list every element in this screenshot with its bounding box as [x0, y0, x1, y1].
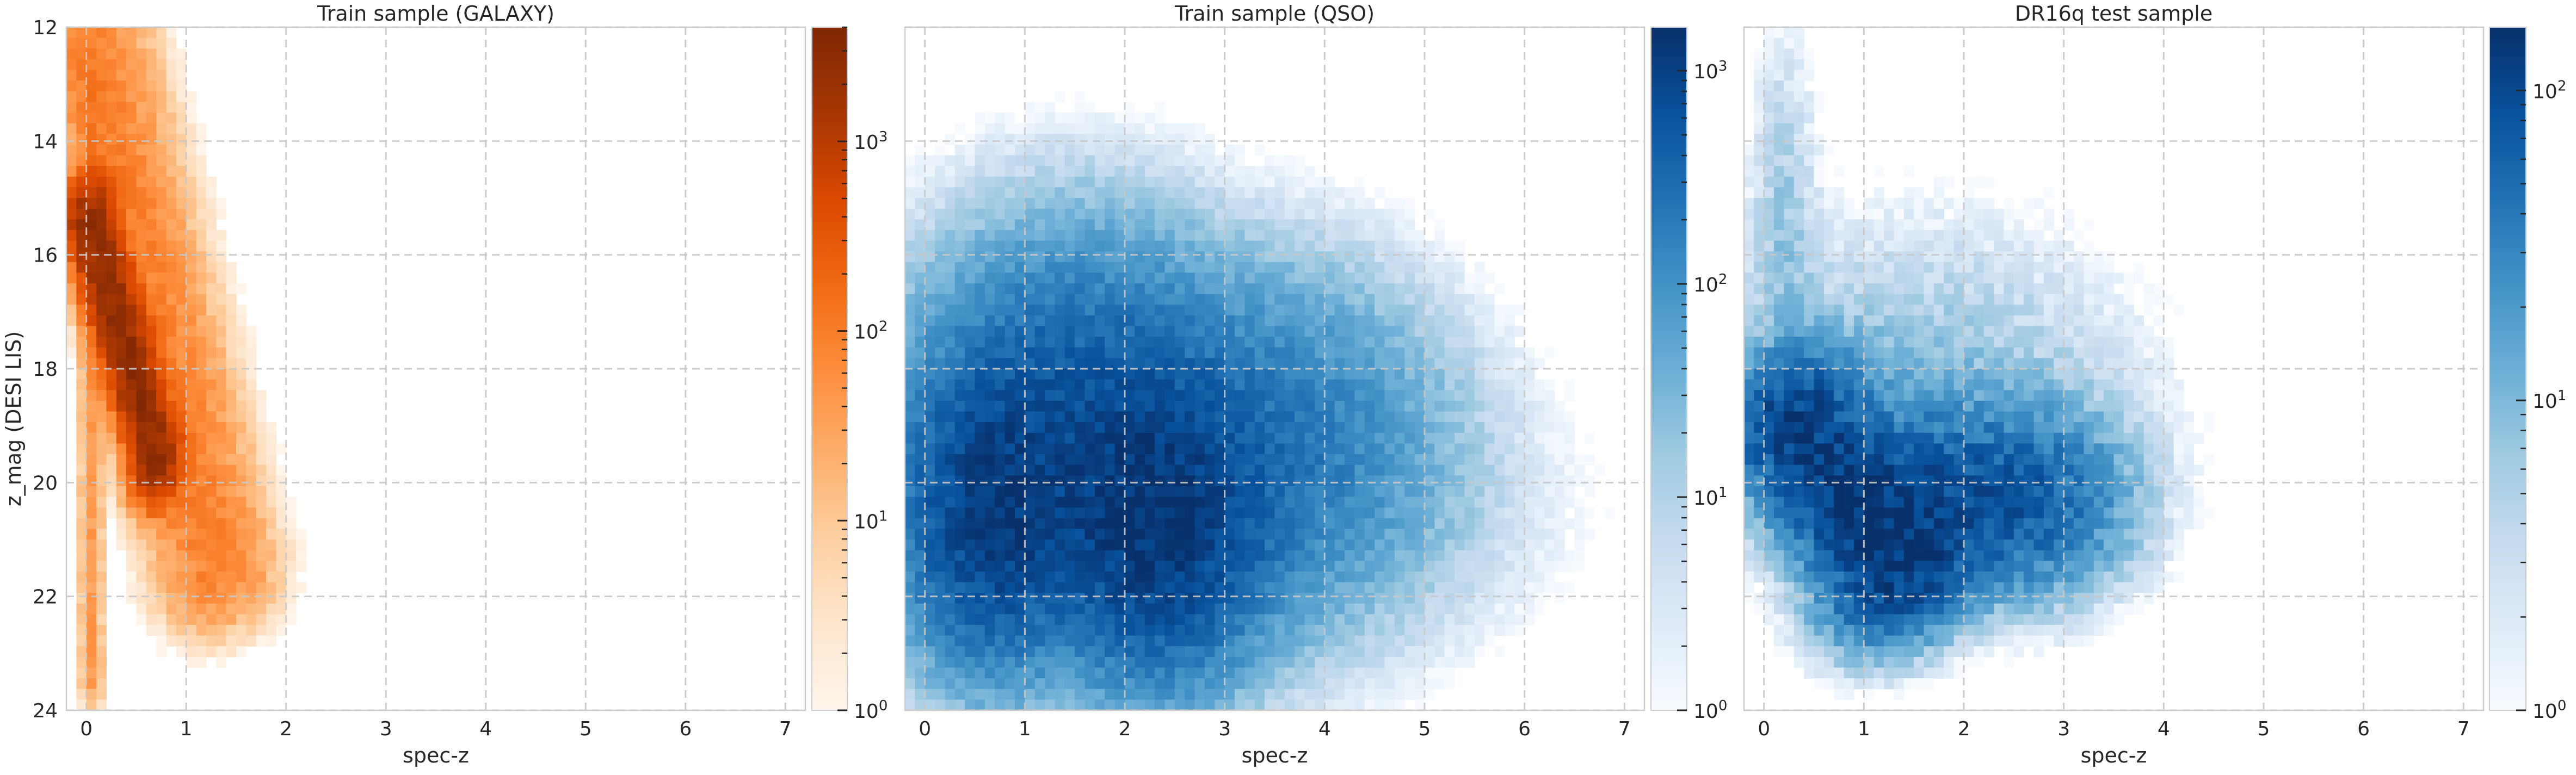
y-tick-label: 18 — [33, 358, 58, 381]
heatmap-bins — [66, 27, 307, 711]
x-axis-label: spec-z — [403, 743, 469, 767]
x-tick-label: 1 — [1019, 718, 1031, 740]
x-tick-label: 5 — [1419, 718, 1431, 740]
colorbar-tick-label: 102 — [854, 319, 888, 344]
colorbar-tick-label: 102 — [2532, 78, 2566, 103]
x-tick-label: 2 — [280, 718, 292, 740]
x-tick-label: 0 — [919, 718, 931, 740]
colorbar-tick-label: 100 — [2532, 698, 2566, 723]
x-tick-label: 5 — [2258, 718, 2270, 740]
x-tick-label: 1 — [180, 718, 193, 740]
colorbar-tick-label: 101 — [854, 508, 888, 533]
panel-title: DR16q test sample — [2015, 2, 2213, 26]
colorbar-tick-label: 100 — [1693, 698, 1727, 723]
heatmap-bins — [905, 91, 1615, 711]
colorbar-tick-label: 101 — [1693, 485, 1727, 510]
grid — [905, 26, 1644, 711]
x-tick-label: 3 — [1218, 718, 1231, 740]
plot-frame — [65, 26, 806, 711]
y-tick-label: 22 — [33, 586, 58, 609]
x-tick-label: 0 — [1758, 718, 1770, 740]
x-tick-label: 5 — [580, 718, 592, 740]
x-axis-label: spec-z — [1242, 743, 1308, 767]
x-tick-label: 7 — [2457, 718, 2470, 740]
colorbar-tick-label: 103 — [1693, 58, 1727, 83]
x-tick-label: 6 — [1518, 718, 1531, 740]
x-tick-label: 3 — [380, 718, 392, 740]
colorbar-tick-label: 102 — [1693, 271, 1727, 296]
x-axis-label: spec-z — [2081, 743, 2147, 767]
x-tick-label: 4 — [479, 718, 492, 740]
x-tick-label: 2 — [1958, 718, 1970, 740]
colorbar: 100 101 102 — [2489, 27, 2566, 723]
colorbar-tick-label: 100 — [854, 698, 888, 723]
x-tick-label: 6 — [2357, 718, 2370, 740]
figure-ylabel: z_mag (DESI LIS) — [2, 331, 26, 506]
x-tick-label: 0 — [80, 718, 93, 740]
panel-title: Train sample (GALAXY) — [317, 2, 554, 26]
y-tick-label: 12 — [33, 17, 58, 39]
colorbar: 100 101 102 103 — [1650, 27, 1727, 723]
x-tick-label: 6 — [679, 718, 692, 740]
plot-frame — [1743, 26, 2485, 711]
x-tick-label: 1 — [1858, 718, 1870, 740]
colorbar: 100 101 102 103 — [811, 26, 888, 723]
y-tick-label: 20 — [33, 472, 58, 494]
y-tick-label: 24 — [33, 700, 58, 722]
colorbar-tick-label: 103 — [854, 129, 888, 154]
x-tick-label: 7 — [779, 718, 792, 740]
x-tick-label: 4 — [2158, 718, 2170, 740]
plot-frame — [904, 26, 1646, 711]
x-tick-label: 4 — [1318, 718, 1331, 740]
grid — [1744, 26, 2483, 711]
heatmap-bins — [1744, 27, 2214, 700]
x-tick-label: 3 — [2057, 718, 2070, 740]
colorbar-tick-label: 101 — [2532, 388, 2566, 413]
x-tick-label: 2 — [1119, 718, 1131, 740]
panel-3: 0 1 2 3 4 5 6 7 DR16q test sample spec-z 100 101 102 — [1743, 2, 2566, 767]
y-tick-label: 16 — [33, 245, 58, 267]
x-tick-label: 7 — [1618, 718, 1631, 740]
y-tick-label: 14 — [33, 131, 58, 153]
panel-title: Train sample (QSO) — [1174, 2, 1375, 26]
